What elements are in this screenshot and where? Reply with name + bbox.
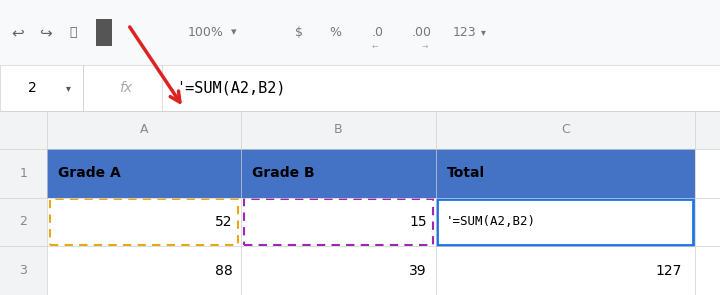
Text: 52: 52 bbox=[215, 215, 233, 229]
Text: ▾: ▾ bbox=[231, 27, 237, 37]
Bar bbox=[241, 149, 436, 198]
Text: '=SUM(A2,B2): '=SUM(A2,B2) bbox=[446, 215, 536, 229]
Bar bbox=[96, 19, 112, 46]
Bar bbox=[50, 199, 238, 245]
Text: Grade A: Grade A bbox=[58, 166, 120, 180]
Text: Total: Total bbox=[446, 166, 485, 180]
Text: 15: 15 bbox=[410, 215, 427, 229]
Bar bbox=[0, 0, 720, 65]
Bar bbox=[47, 149, 241, 198]
Text: →: → bbox=[422, 42, 428, 51]
Bar bbox=[0, 111, 720, 295]
Text: $: $ bbox=[294, 26, 303, 39]
Text: ▾: ▾ bbox=[482, 27, 486, 37]
Text: ←: ← bbox=[372, 42, 377, 51]
Text: ↪: ↪ bbox=[39, 25, 52, 40]
Text: B: B bbox=[334, 123, 343, 136]
Text: 1: 1 bbox=[19, 167, 27, 180]
Text: .00: .00 bbox=[411, 26, 431, 39]
Text: 123: 123 bbox=[453, 26, 476, 39]
Text: C: C bbox=[561, 123, 570, 136]
Bar bbox=[0, 65, 83, 111]
Bar bbox=[244, 199, 433, 245]
Text: 2: 2 bbox=[28, 81, 37, 95]
Text: 127: 127 bbox=[655, 264, 682, 278]
Bar bbox=[0, 111, 47, 295]
Text: .0: .0 bbox=[372, 26, 384, 39]
Text: 2: 2 bbox=[19, 215, 27, 229]
Text: A: A bbox=[140, 123, 148, 136]
Text: 100%: 100% bbox=[187, 26, 223, 39]
Text: fx: fx bbox=[120, 81, 132, 95]
Text: 39: 39 bbox=[410, 264, 427, 278]
Text: 88: 88 bbox=[215, 264, 233, 278]
Text: '=SUM(A2,B2): '=SUM(A2,B2) bbox=[176, 80, 286, 95]
Text: ↩: ↩ bbox=[12, 25, 24, 40]
Text: ▾: ▾ bbox=[66, 83, 71, 93]
Bar bbox=[437, 199, 693, 245]
Text: Grade B: Grade B bbox=[252, 166, 315, 180]
Text: %: % bbox=[329, 26, 341, 39]
Bar bbox=[0, 111, 720, 149]
Text: 🖨: 🖨 bbox=[69, 26, 76, 39]
Bar bbox=[436, 149, 695, 198]
Bar bbox=[0, 65, 720, 111]
Text: 3: 3 bbox=[19, 264, 27, 277]
